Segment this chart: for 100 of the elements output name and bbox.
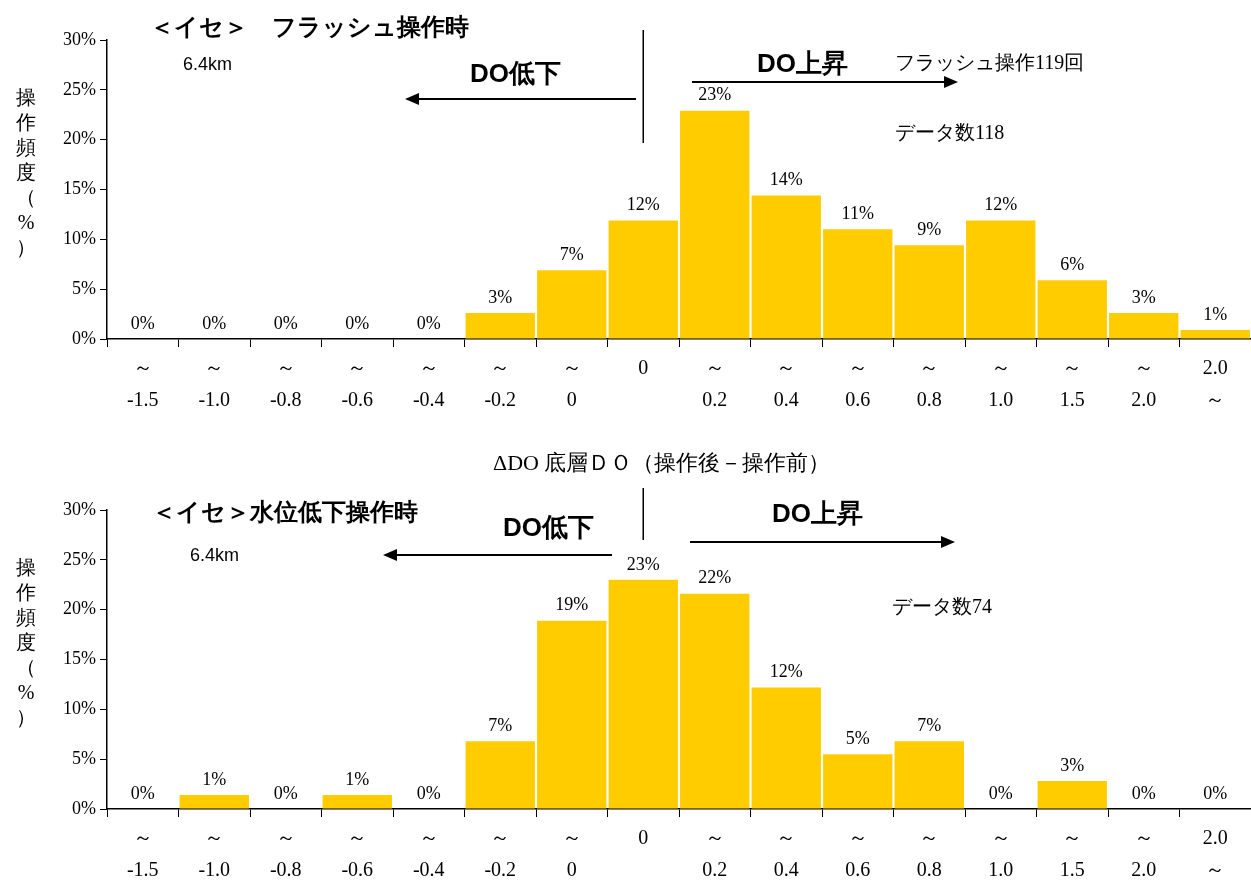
- annotation: DO低下: [470, 58, 561, 90]
- annotation: 6.4km: [190, 545, 240, 567]
- data-label: 7%: [559, 243, 584, 264]
- data-label: 12%: [626, 194, 660, 215]
- bar: [966, 220, 1036, 339]
- data-label: 12%: [984, 194, 1018, 215]
- bar: [465, 313, 535, 339]
- x-tick-label: ～ -1.0: [198, 356, 231, 411]
- data-label: 23%: [698, 84, 732, 105]
- bar: [1037, 280, 1107, 339]
- y-tick-label: 20%: [63, 598, 96, 619]
- x-tick-label: ～ -0.2: [484, 826, 517, 881]
- y-axis-title: 操作頻度（%）: [15, 555, 37, 730]
- annotation: データ数74: [892, 594, 992, 618]
- x-tick-label: ～ 2.0: [1131, 356, 1157, 411]
- bar: [1037, 781, 1107, 809]
- bar: [823, 229, 893, 339]
- data-label: 14%: [769, 169, 803, 190]
- y-tick-label: 25%: [63, 78, 96, 99]
- x-tick-label: ～ -0.4: [412, 826, 445, 881]
- bar: [179, 795, 249, 809]
- bar: [680, 110, 750, 339]
- x-axis-title: ΔDO 底層ＤＯ（操作後－操作前）: [493, 449, 831, 477]
- data-label: 0%: [416, 782, 441, 803]
- annotation: DO低下: [503, 512, 594, 544]
- data-label: 0%: [988, 782, 1013, 803]
- y-tick-label: 10%: [63, 228, 96, 249]
- data-label: 0%: [1131, 782, 1156, 803]
- x-tick-label: ～ -1.0: [198, 826, 231, 881]
- bar: [608, 579, 678, 809]
- x-tick-label: ～ -0.8: [269, 826, 302, 881]
- annotation: データ数118: [895, 120, 1005, 144]
- annotation: DO上昇: [772, 498, 863, 530]
- bar: [894, 741, 964, 809]
- x-tick-label: ～ 0.8: [916, 356, 942, 411]
- x-tick-label: ～ -1.5: [126, 826, 159, 881]
- x-tick-label: ～ 0: [561, 826, 582, 881]
- x-tick-label: ～ 2.0: [1131, 826, 1157, 881]
- x-tick-label: ～ -1.5: [126, 356, 159, 411]
- data-label: 1%: [1203, 303, 1228, 324]
- y-tick-label: 30%: [63, 498, 96, 519]
- bar: [465, 741, 535, 809]
- data-label: 0%: [130, 782, 155, 803]
- data-label: 3%: [1131, 286, 1156, 307]
- annotation: フラッシュ操作119回: [895, 50, 1085, 74]
- data-label: 0%: [416, 312, 441, 333]
- y-tick-label: 0%: [72, 327, 96, 348]
- data-label: 0%: [345, 312, 370, 333]
- data-label: 0%: [273, 782, 298, 803]
- x-tick-label: 2.0 ～: [1202, 356, 1228, 411]
- x-tick-label: ～ 1.5: [1059, 826, 1085, 881]
- x-tick-label: ～ 0: [561, 356, 582, 411]
- bar: [680, 593, 750, 809]
- y-tick-label: 0%: [72, 797, 96, 818]
- data-label: 3%: [1060, 754, 1085, 775]
- data-label: 19%: [555, 594, 589, 615]
- chart-title: ＜イセ＞水位低下操作時: [152, 497, 418, 527]
- y-tick-label: 15%: [63, 648, 96, 669]
- bar: [751, 195, 821, 339]
- y-tick-label: 15%: [63, 178, 96, 199]
- bar: [537, 270, 607, 339]
- chart-title: ＜イセ＞ フラッシュ操作時: [150, 12, 469, 42]
- data-label: 0%: [273, 312, 298, 333]
- y-tick-label: 10%: [63, 698, 96, 719]
- data-label: 9%: [917, 219, 942, 240]
- x-tick-label: ～ -0.6: [341, 356, 374, 411]
- bar: [751, 687, 821, 809]
- data-label: 7%: [917, 714, 942, 735]
- annotation: 6.4km: [183, 54, 233, 76]
- x-tick-label: ～ 0.6: [845, 356, 871, 411]
- bar: [1109, 313, 1179, 339]
- bar: [608, 220, 678, 339]
- x-tick-label: ～ 0.2: [702, 356, 728, 411]
- y-tick-label: 5%: [72, 277, 96, 298]
- data-label: 5%: [845, 727, 870, 748]
- x-tick-label: ～ 0.6: [845, 826, 871, 881]
- x-tick-label: ～ -0.8: [269, 356, 302, 411]
- x-tick-label: ～ 1.5: [1059, 356, 1085, 411]
- x-tick-label: ～ 1.0: [988, 826, 1014, 881]
- x-tick-label: ～ 1.0: [988, 356, 1014, 411]
- data-label: 6%: [1060, 253, 1085, 274]
- x-tick-label: ～ 0.4: [773, 826, 799, 881]
- x-tick-label: ～ -0.2: [484, 356, 517, 411]
- x-tick-label: 0: [638, 356, 649, 379]
- data-label: 1%: [345, 768, 370, 789]
- bar: [537, 620, 607, 809]
- y-tick-label: 25%: [63, 548, 96, 569]
- x-tick-label: ～ 0.4: [773, 356, 799, 411]
- y-tick-label: 30%: [63, 28, 96, 49]
- bar: [823, 754, 893, 809]
- x-tick-label: ～ 0.2: [702, 826, 728, 881]
- y-axis-title: 操作頻度（%）: [15, 85, 37, 260]
- data-label: 1%: [202, 768, 227, 789]
- data-label: 0%: [1203, 782, 1228, 803]
- x-tick-label: 0: [638, 826, 649, 849]
- data-label: 22%: [698, 567, 732, 588]
- data-label: 0%: [202, 312, 227, 333]
- x-tick-label: ～ 0.8: [916, 826, 942, 881]
- data-label: 7%: [488, 714, 513, 735]
- x-tick-label: ～ -0.4: [412, 356, 445, 411]
